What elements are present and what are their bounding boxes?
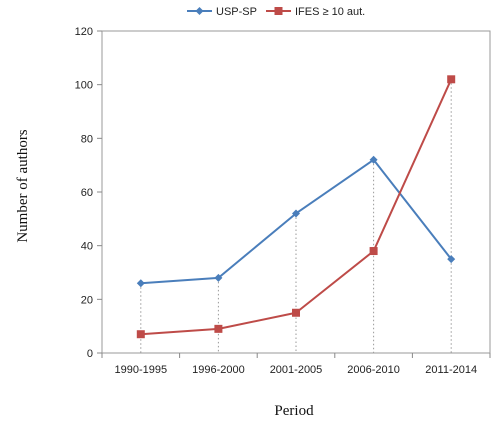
x-tick-label: 2006-2010 bbox=[347, 364, 400, 376]
data-point bbox=[369, 247, 378, 256]
y-axis-title: Number of authors bbox=[15, 129, 31, 242]
data-point bbox=[136, 330, 145, 339]
data-point bbox=[447, 75, 456, 84]
data-point bbox=[447, 255, 456, 264]
legend: USP-SP IFES ≥ 10 aut. bbox=[187, 6, 365, 18]
x-tick-label: 2011-2014 bbox=[425, 364, 477, 376]
legend-marker bbox=[195, 7, 204, 15]
data-point bbox=[369, 155, 378, 164]
y-tick-label: 40 bbox=[81, 241, 93, 253]
data-point bbox=[292, 209, 300, 218]
x-tick-label: 2001-2005 bbox=[270, 364, 323, 376]
data-point bbox=[214, 324, 223, 333]
y-tick-label: 20 bbox=[81, 294, 93, 306]
data-point bbox=[214, 273, 223, 282]
series-line-2 bbox=[140, 78, 453, 336]
y-tick-label: 60 bbox=[81, 187, 93, 199]
gridlines bbox=[140, 79, 452, 353]
x-axis-title: Period bbox=[274, 403, 314, 419]
data-point bbox=[136, 279, 145, 288]
data-point bbox=[292, 308, 300, 317]
y-tick-label: 120 bbox=[75, 26, 93, 38]
x-tick-label: 1996-2000 bbox=[192, 364, 245, 376]
axes: 0 20 40 60 80 100 120 1990-1995 1996-2000 2001-20… bbox=[75, 26, 491, 376]
y-tick-label: 0 bbox=[87, 348, 93, 360]
legend-label: IFES ≥ 10 aut. bbox=[295, 6, 365, 18]
plot-area-border bbox=[101, 30, 491, 354]
y-tick-label: 80 bbox=[81, 133, 93, 145]
series bbox=[136, 75, 456, 339]
legend-label: USP-SP bbox=[216, 6, 257, 18]
y-tick-label: 100 bbox=[75, 80, 93, 92]
x-tick-label: 1990-1995 bbox=[114, 364, 167, 376]
legend-marker bbox=[274, 7, 283, 15]
